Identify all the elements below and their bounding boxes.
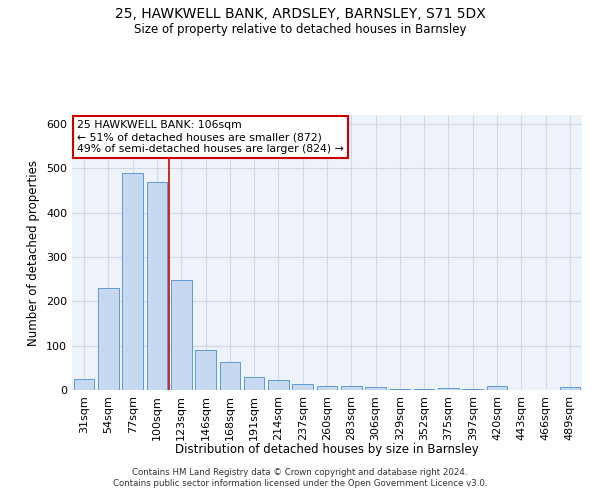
Bar <box>146 182 167 390</box>
Bar <box>220 362 240 390</box>
Bar <box>195 350 216 390</box>
Bar <box>438 388 459 390</box>
Bar <box>365 387 386 390</box>
Bar <box>389 388 410 390</box>
Text: 25 HAWKWELL BANK: 106sqm
← 51% of detached houses are smaller (872)
49% of semi-: 25 HAWKWELL BANK: 106sqm ← 51% of detach… <box>77 120 344 154</box>
Bar <box>268 380 289 390</box>
Text: Distribution of detached houses by size in Barnsley: Distribution of detached houses by size … <box>175 442 479 456</box>
Text: Contains HM Land Registry data © Crown copyright and database right 2024.
Contai: Contains HM Land Registry data © Crown c… <box>113 468 487 487</box>
Bar <box>414 388 434 390</box>
Text: Size of property relative to detached houses in Barnsley: Size of property relative to detached ho… <box>134 22 466 36</box>
Bar <box>487 386 508 390</box>
Bar <box>171 280 191 390</box>
Bar <box>122 172 143 390</box>
Bar <box>341 386 362 390</box>
Bar <box>292 384 313 390</box>
Text: 25, HAWKWELL BANK, ARDSLEY, BARNSLEY, S71 5DX: 25, HAWKWELL BANK, ARDSLEY, BARNSLEY, S7… <box>115 8 485 22</box>
Y-axis label: Number of detached properties: Number of detached properties <box>28 160 40 346</box>
Bar <box>74 379 94 390</box>
Bar <box>317 386 337 390</box>
Bar <box>560 388 580 390</box>
Bar <box>463 388 483 390</box>
Bar <box>98 288 119 390</box>
Bar <box>244 376 265 390</box>
